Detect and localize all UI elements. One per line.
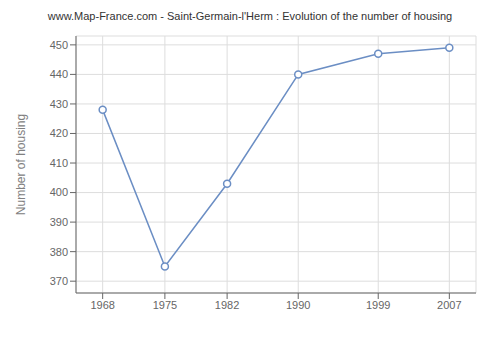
svg-text:2007: 2007 xyxy=(437,299,461,311)
html-text:www.Map-France.com - Saint-Ger: www.Map-France.com - Saint-Germain-l'Her… xyxy=(47,10,453,22)
svg-text:430: 430 xyxy=(50,98,68,110)
svg-text:390: 390 xyxy=(50,216,68,228)
svg-text:1982: 1982 xyxy=(215,299,239,311)
svg-text:420: 420 xyxy=(50,127,68,139)
svg-text:1990: 1990 xyxy=(286,299,310,311)
svg-text:380: 380 xyxy=(50,246,68,258)
svg-text:370: 370 xyxy=(50,275,68,287)
svg-text:Number of housing: Number of housing xyxy=(14,114,28,215)
svg-text:1975: 1975 xyxy=(153,299,177,311)
svg-text:1999: 1999 xyxy=(366,299,390,311)
svg-text:1968: 1968 xyxy=(90,299,114,311)
svg-text:410: 410 xyxy=(50,157,68,169)
svg-text:450: 450 xyxy=(50,39,68,51)
svg-text:440: 440 xyxy=(50,68,68,80)
svg-text:400: 400 xyxy=(50,186,68,198)
